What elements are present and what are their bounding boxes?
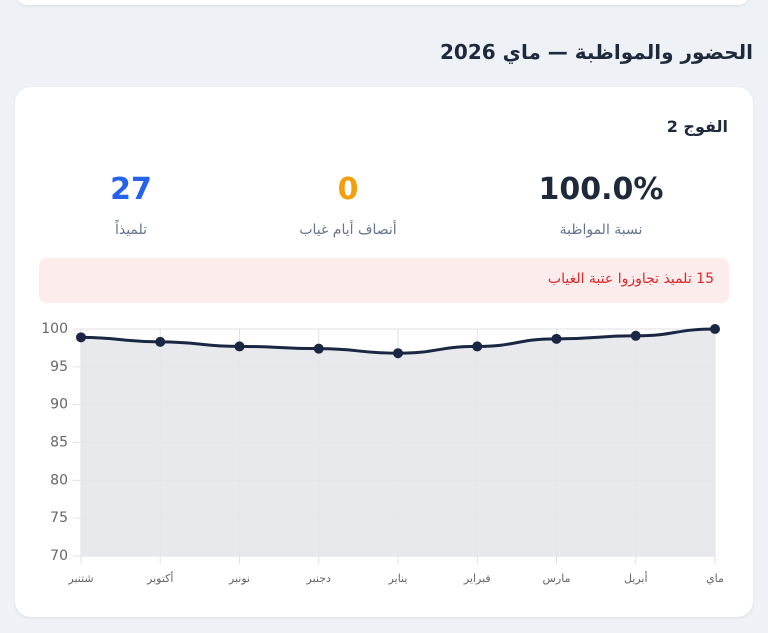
stat-value: 0 xyxy=(337,172,359,207)
previous-card xyxy=(15,0,750,5)
x-tick-label: دجنبر xyxy=(306,572,332,585)
alert-text: 15 تلميذ تجاوزوا عتبة الغياب xyxy=(547,271,714,287)
x-tick-label: مارس xyxy=(543,572,571,585)
y-tick-label: 100 xyxy=(41,321,68,337)
y-tick-label: 90 xyxy=(50,397,68,413)
stat-label: أنصاف أيام غياب xyxy=(299,222,397,238)
y-tick-label: 75 xyxy=(50,510,68,526)
y-tick-label: 85 xyxy=(50,435,68,451)
point xyxy=(313,343,324,354)
x-tick-label: يناير xyxy=(388,572,408,585)
point xyxy=(393,348,403,359)
point xyxy=(76,332,86,343)
point xyxy=(472,341,483,352)
group-title: الفوج 2 xyxy=(666,117,728,136)
stat-value: 27 xyxy=(110,172,152,207)
section-title: الحضور والمواظبة — ماي 2026 xyxy=(439,40,753,64)
x-tick-label: شتنبر xyxy=(67,572,93,585)
point xyxy=(155,336,166,347)
stat: 100.0% نسبة المواظبة xyxy=(481,172,721,238)
x-tick-label: أكتوبر xyxy=(146,571,173,585)
y-tick-label: 80 xyxy=(50,472,68,488)
stat: 27 تلميذاً xyxy=(11,172,251,238)
x-tick-label: أبريل xyxy=(624,571,648,585)
stat-label: تلميذاً xyxy=(114,222,148,238)
area xyxy=(81,329,715,556)
stat: 0 أنصاف أيام غياب xyxy=(228,172,468,238)
x-tick-label: فبراير xyxy=(463,572,491,585)
x-tick-label: ماي xyxy=(706,572,724,585)
stat-value: 100.0% xyxy=(538,172,664,207)
alert: 15 تلميذ تجاوزوا عتبة الغياب xyxy=(39,258,729,303)
y-tick-label: 70 xyxy=(50,548,68,564)
stat-label: نسبة المواظبة xyxy=(559,222,643,238)
point xyxy=(630,330,641,341)
point xyxy=(551,333,562,344)
y-tick-label: 95 xyxy=(50,359,68,375)
x-tick-label: نونبر xyxy=(228,572,250,585)
point xyxy=(234,341,245,352)
point xyxy=(710,324,720,334)
